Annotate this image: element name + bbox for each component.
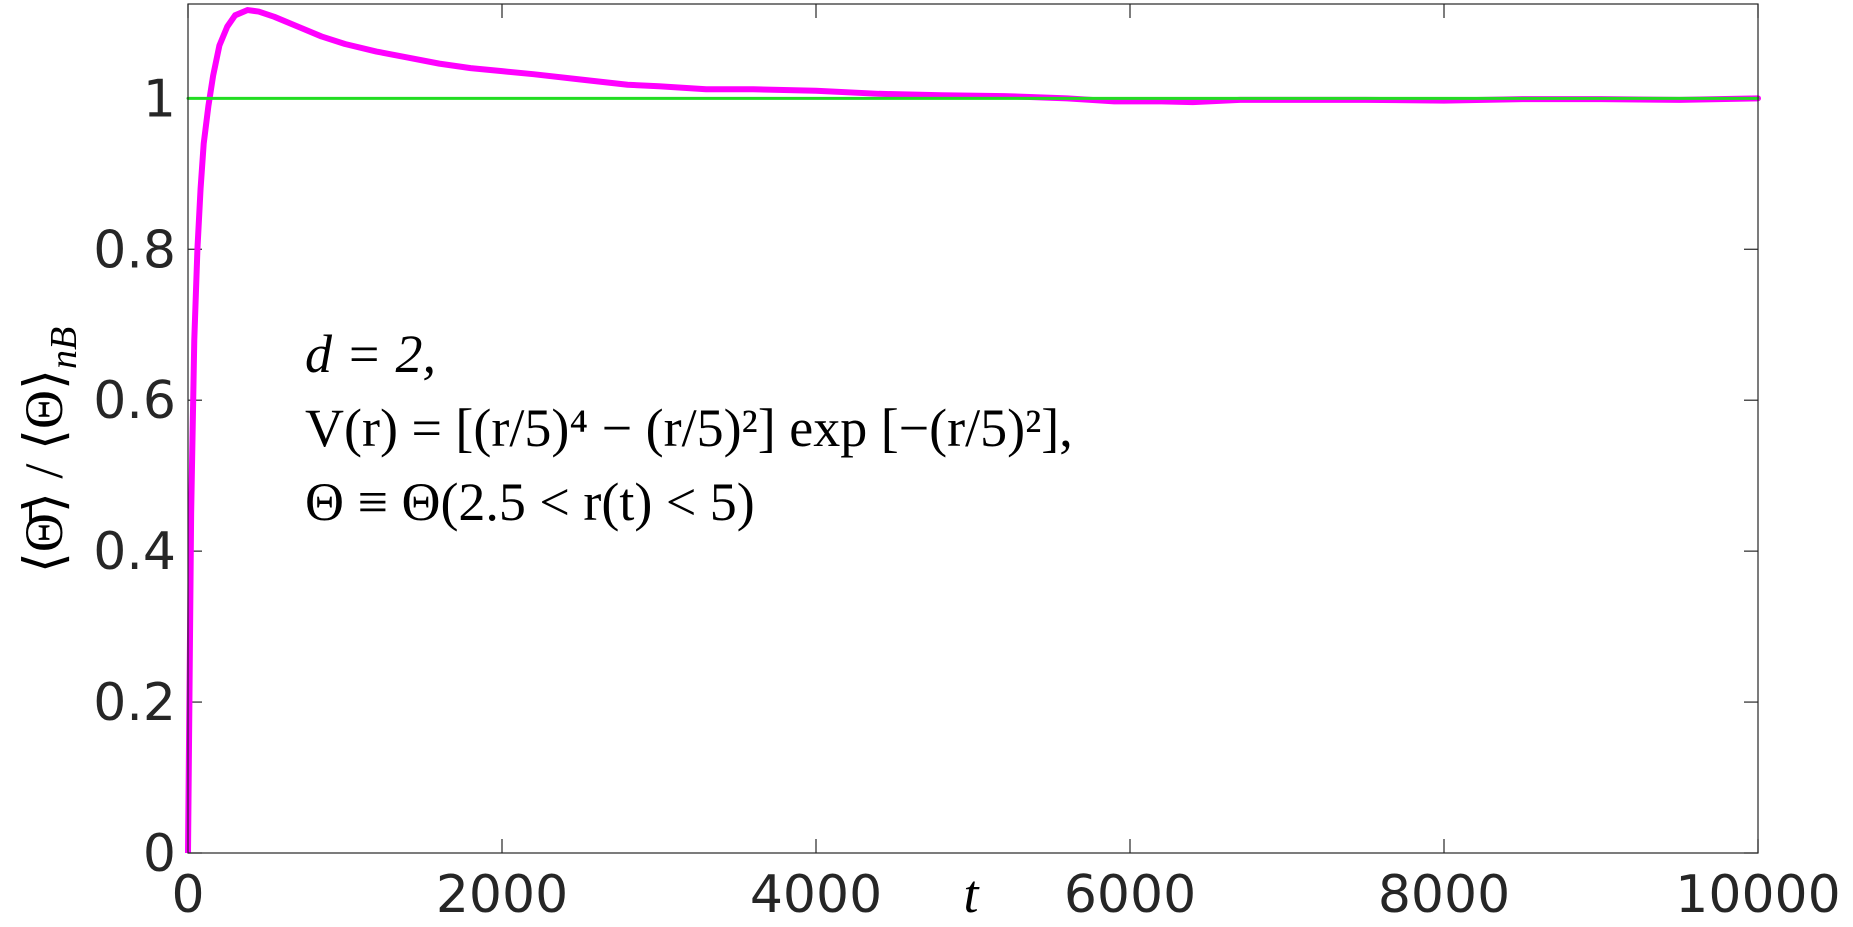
annotation: V(r) = [(r/5)⁴ − (r/5)²] exp [−(r/5)²], [305,398,1073,458]
y-tick-label: 0.2 [93,673,176,733]
line-series [185,7,1761,853]
x-tick-label: 8000 [1378,865,1510,925]
x-tick-label: 4000 [750,865,882,925]
x-tick-label: 10000 [1675,865,1840,925]
y-axis-label-group: ⟨Θ̄⟩ / ⟨Θ⟩nB [14,327,85,574]
y-axis-label-main: ⟨Θ̄⟩ / ⟨Θ⟩ [14,369,74,573]
y-axis-label-sub: nB [43,327,85,369]
x-tick-label: 6000 [1064,865,1196,925]
x-tick-label: 2000 [436,865,568,925]
x-tick-label: 0 [171,865,204,925]
y-tick-label: 1 [143,69,176,129]
x-axis-label: t [963,864,980,924]
y-tick-label: 0.6 [93,371,176,431]
annotation: Θ ≡ Θ(2.5 < r(t) < 5) [305,472,755,532]
y-tick-label: 0 [143,824,176,884]
y-tick-label: 0.8 [93,220,176,280]
annotation: d = 2, [305,324,436,384]
axes-box [187,3,1759,854]
plot-area [185,7,1761,853]
y-axis-label: ⟨Θ̄⟩ / ⟨Θ⟩nB [14,327,85,574]
y-tick-label: 0.4 [93,522,176,582]
